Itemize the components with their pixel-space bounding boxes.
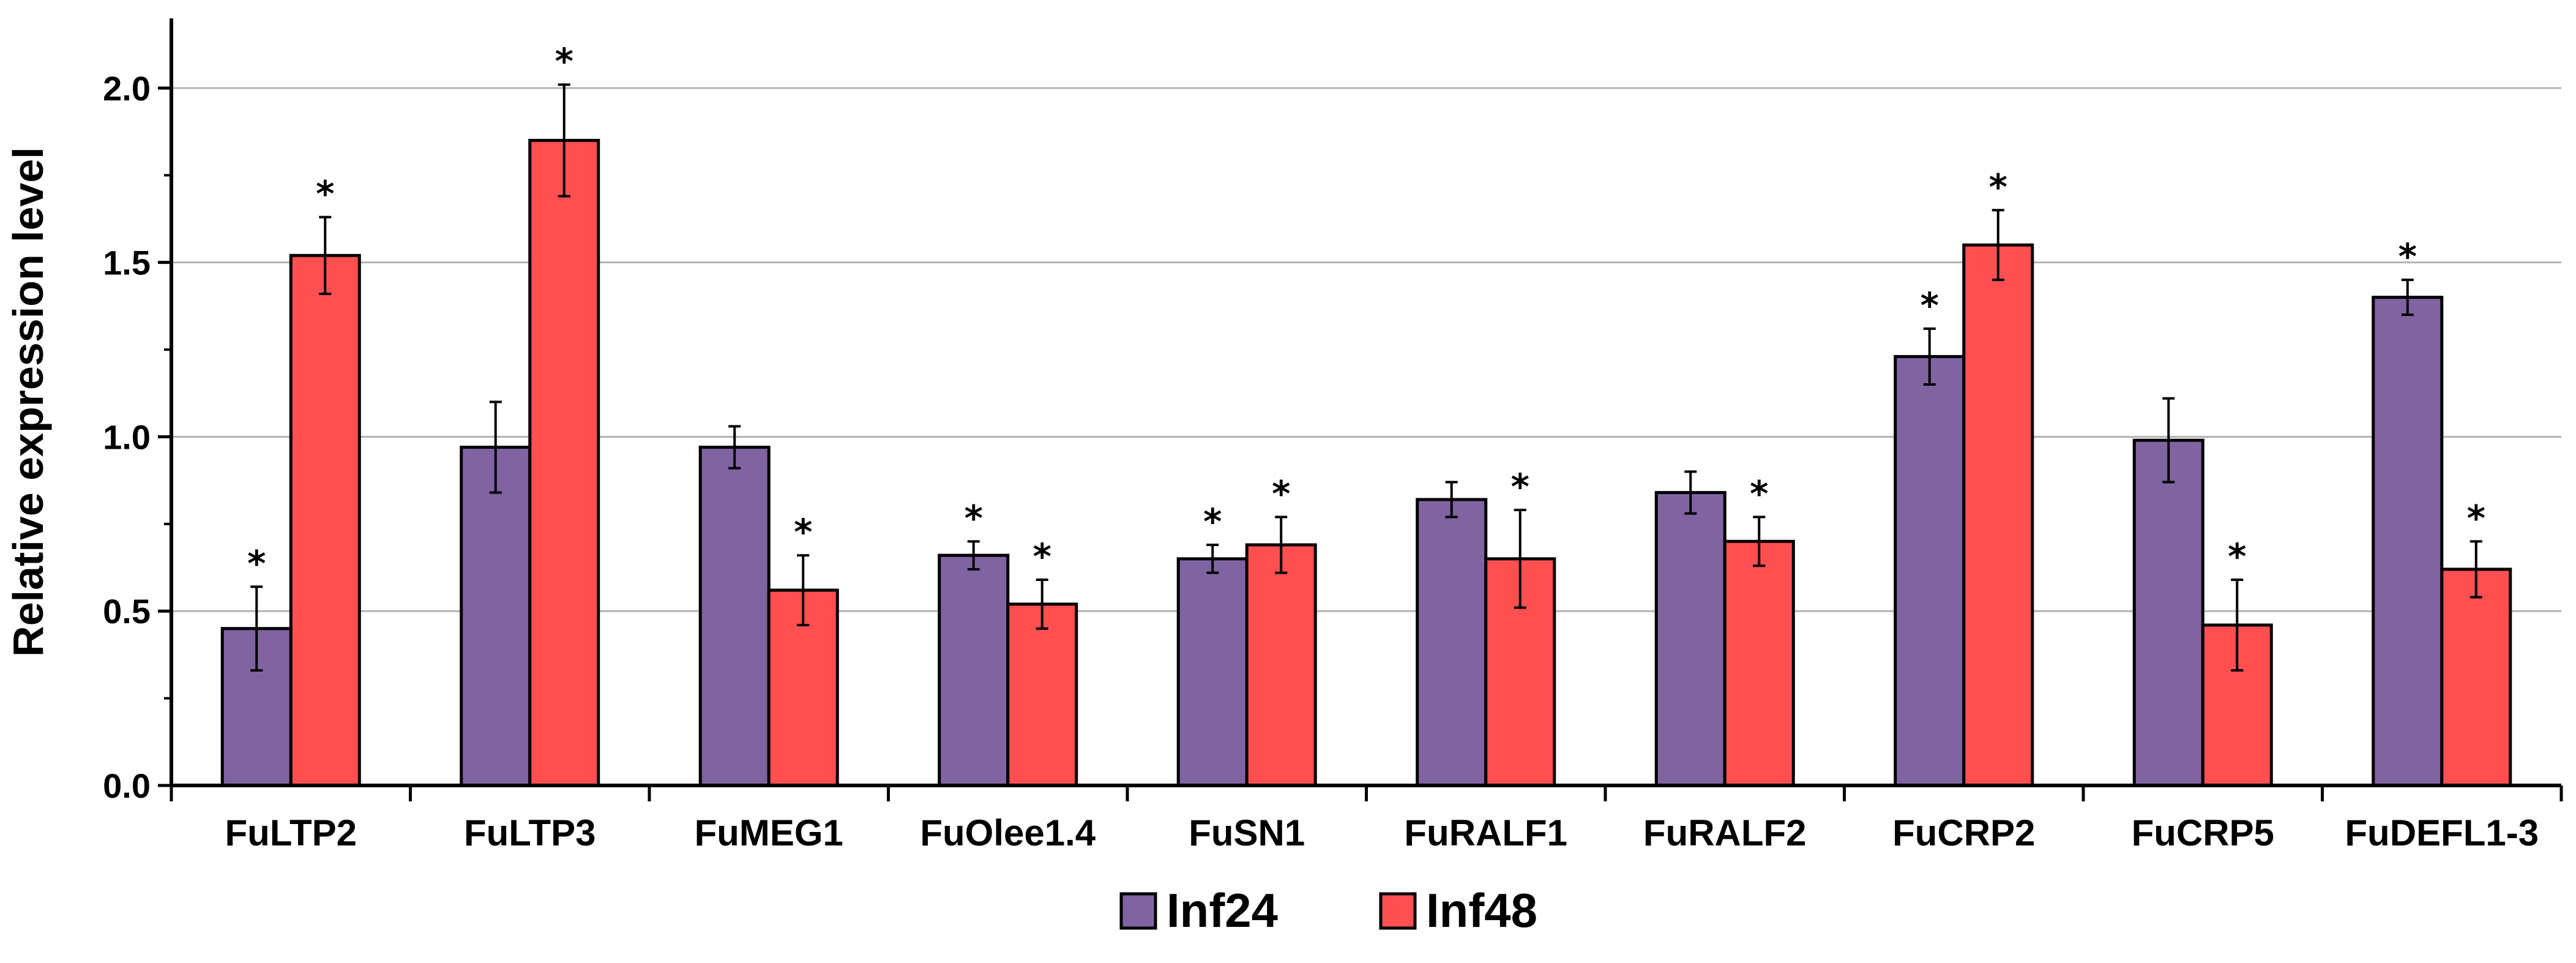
bar-inf48-fucrp2 xyxy=(1962,243,2034,787)
bar-inf24-fultp3 xyxy=(460,446,532,787)
x-tick-label: FuRALF1 xyxy=(1404,812,1567,853)
bar-inf48-fuolee1.4 xyxy=(1006,602,1078,787)
significance-marker: * xyxy=(965,497,983,539)
legend-swatch-inf24 xyxy=(1119,892,1157,930)
significance-marker: * xyxy=(1033,536,1051,577)
significance-marker: * xyxy=(2399,236,2417,277)
x-tick-label: FuMEG1 xyxy=(695,812,843,853)
y-tick-label: 0.0 xyxy=(103,766,151,805)
legend-label-inf24: Inf24 xyxy=(1167,883,1278,937)
bars: * * * * * * * * * * * * * * * xyxy=(220,40,2512,787)
x-tick-label: FuOlee1.4 xyxy=(920,812,1096,853)
bar-inf24-fucrp5 xyxy=(2132,438,2205,787)
bar-inf24-fucrp2 xyxy=(1894,354,1966,787)
bar-inf48-fultp3 xyxy=(528,138,600,787)
significance-marker: * xyxy=(2467,497,2485,539)
y-tick-label: 1.5 xyxy=(103,244,151,282)
significance-marker: * xyxy=(1921,285,1939,326)
significance-marker: * xyxy=(2228,536,2246,577)
significance-marker: * xyxy=(1750,473,1768,514)
bar-inf24-fusn1 xyxy=(1176,557,1249,787)
legend: Inf24 Inf48 xyxy=(1119,883,1537,937)
x-tick-label: FuSN1 xyxy=(1189,812,1305,853)
bar-inf24-fuolee1.4 xyxy=(938,553,1010,787)
y-axis-title: Relative expression level xyxy=(4,147,52,657)
bar-inf24-furalf1 xyxy=(1416,498,1488,787)
significance-marker: * xyxy=(247,542,266,584)
legend-swatch-inf48 xyxy=(1379,892,1417,930)
x-tick-label: FuLTP2 xyxy=(225,812,357,853)
x-tick-label: FuCRP5 xyxy=(2132,812,2274,853)
significance-marker: * xyxy=(1272,473,1290,514)
x-tick-label: FuRALF2 xyxy=(1643,812,1807,853)
significance-marker: * xyxy=(1511,466,1529,508)
y-tick-label: 0.5 xyxy=(103,592,151,631)
bar-inf24-furalf2 xyxy=(1654,491,1727,787)
bar-inf24-fudefl1-3 xyxy=(2372,296,2444,787)
x-tick-label: FuCRP2 xyxy=(1892,812,2035,853)
bar-inf48-fusn1 xyxy=(1245,543,1317,787)
bar-inf24-fumeg1 xyxy=(698,446,771,787)
legend-label-inf48: Inf48 xyxy=(1426,883,1537,937)
y-tick-label: 1.0 xyxy=(103,418,151,456)
bar-inf48-fultp2 xyxy=(289,253,361,787)
x-tick-label: FuLTP3 xyxy=(464,812,596,853)
significance-marker: * xyxy=(1203,501,1222,542)
significance-marker: * xyxy=(316,173,334,215)
bar-inf48-fudefl1-3 xyxy=(2440,568,2512,787)
significance-marker: * xyxy=(794,511,812,553)
axes: 0.0 0.5 1.0 1.5 2.0 FuLTP2 FuLTP3 FuMEG1 FuOlee1… xyxy=(103,18,2563,853)
x-tick-label: FuDEFL1-3 xyxy=(2345,812,2539,853)
significance-marker: * xyxy=(1989,166,2007,208)
y-tick-label: 2.0 xyxy=(103,69,151,108)
bar-inf48-furalf2 xyxy=(1723,539,1795,787)
significance-marker: * xyxy=(555,40,573,82)
